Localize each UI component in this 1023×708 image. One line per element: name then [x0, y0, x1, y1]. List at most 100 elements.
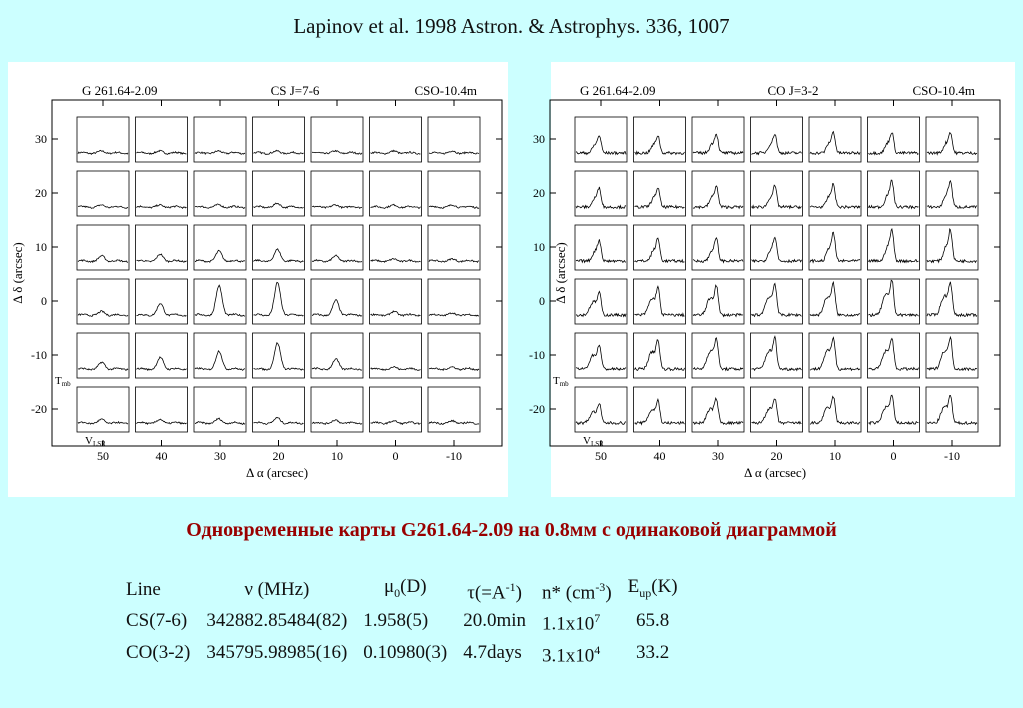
- spectrum-frame: [135, 332, 188, 379]
- spectrum-line: [194, 150, 246, 155]
- spectrum-line: [926, 335, 978, 372]
- spectrum-frame: [925, 278, 979, 325]
- spectrum-cell: [193, 332, 247, 379]
- telescope-label: CSO-10.4m: [913, 83, 975, 98]
- spectrum-line: [370, 420, 421, 426]
- spectrum-cell: [76, 224, 130, 271]
- spectrum-cell: [867, 116, 920, 163]
- spectrum-frame: [193, 224, 247, 271]
- spectrum-line: [311, 419, 363, 426]
- spectrum-cell: [633, 332, 686, 379]
- spectrum-line: [634, 398, 685, 426]
- x-tick-label: 0: [891, 449, 897, 463]
- spectrum-frame: [574, 170, 628, 217]
- spectrum-cell: [252, 386, 305, 433]
- spectrum-frame: [369, 386, 422, 433]
- cell-lifetime: 20.0min: [463, 610, 527, 632]
- spectrum-cell: [369, 386, 422, 433]
- spectrum-frame: [427, 386, 481, 433]
- spectrum-line: [809, 395, 861, 425]
- spectrum-line: [926, 228, 977, 264]
- x-tick-label: 10: [331, 449, 343, 463]
- spectrum-frame: [808, 386, 862, 433]
- y-tick-label: 30: [533, 132, 545, 146]
- x-tick-label: 50: [97, 449, 109, 463]
- spectrum-cell: [252, 332, 305, 379]
- spectrum-cell: [867, 332, 920, 379]
- spectrum-line: [77, 204, 129, 209]
- y-tick-label: 20: [35, 186, 47, 200]
- spectrum-cell: [76, 116, 130, 163]
- cell-frequency: 342882.85484(82): [206, 610, 348, 632]
- spectrum-line: [751, 335, 802, 372]
- spectrum-frame: [252, 278, 305, 325]
- source-label: G 261.64-2.09: [82, 83, 157, 98]
- x-tick-label: -10: [446, 449, 462, 463]
- table-row: CS(7-6) 342882.85484(82) 1.958(5) 20.0mi…: [118, 606, 686, 637]
- spectrum-line: [692, 337, 744, 372]
- spectrum-line: [136, 203, 187, 209]
- spectrum-cell: [574, 224, 628, 271]
- x-tick-label: 20: [771, 449, 783, 463]
- spectrum-frame: [369, 332, 422, 379]
- spectrum-line: [926, 132, 978, 156]
- spectrum-frame: [76, 116, 130, 163]
- spectrum-frame: [750, 332, 803, 379]
- spectrum-line: [926, 281, 978, 318]
- spectrum-frame: [135, 278, 188, 325]
- spectrum-frame: [76, 278, 130, 325]
- spectrum-line: [868, 227, 919, 264]
- spectrum-cell: [867, 386, 920, 433]
- x-tick-label: 30: [712, 449, 724, 463]
- spectrum-line: [927, 179, 978, 210]
- spectrum-line: [136, 356, 187, 372]
- x-axis-label: Δ α (arcsec): [246, 465, 308, 480]
- spectrum-line: [809, 231, 861, 264]
- spectrum-cell: [193, 386, 247, 433]
- spectrum-frame: [867, 224, 920, 271]
- spectrum-cell: [135, 170, 188, 217]
- spectrum-cell: [369, 332, 422, 379]
- axis-frame: [51, 99, 503, 447]
- spectrum-line: [77, 361, 129, 371]
- cell-critical-density: 3.1x104: [542, 642, 601, 666]
- spectrum-line: [428, 419, 480, 425]
- spectrum-cell: [76, 170, 130, 217]
- spectrum-frame: [925, 332, 979, 379]
- cell-dipole: 1.958(5): [363, 610, 429, 632]
- y-tick-label: 30: [35, 132, 47, 146]
- spectrum-frame: [252, 332, 305, 379]
- spectrum-frame: [750, 278, 803, 325]
- spectrum-cell: [310, 332, 364, 379]
- x-axis-label: Δ α (arcsec): [744, 465, 806, 480]
- spectrum-frame: [808, 224, 862, 271]
- cell-frequency: 345795.98985(16): [206, 641, 348, 663]
- spectrum-cell: [808, 224, 862, 271]
- spectrum-cell: [925, 224, 979, 271]
- spectrum-frame: [925, 386, 979, 433]
- x-tick-label: 30: [214, 449, 226, 463]
- transition-label: CO J=3-2: [767, 83, 818, 98]
- spectrum-cell: [574, 386, 628, 433]
- y-axis-label: Δ δ (arcsec): [10, 242, 25, 303]
- table-header-row: Line ν (MHz) μ0(D) τ(=A-1) n* (cm-3) Eup…: [118, 575, 686, 606]
- spectrum-cell: [427, 170, 481, 217]
- y-tick-label: -10: [31, 348, 47, 362]
- spectrum-frame: [310, 170, 364, 217]
- spectrum-cell: [252, 116, 305, 163]
- spectrum-line: [194, 350, 246, 371]
- spectrum-line: [253, 149, 304, 155]
- table-row: CO(3-2) 345795.98985(16) 0.10980(3) 4.7d…: [118, 638, 686, 669]
- spectrum-line: [692, 133, 744, 156]
- spectrum-line: [634, 187, 685, 210]
- spectrum-cell: [252, 224, 305, 271]
- y-tick-label: -10: [529, 348, 545, 362]
- spectrum-line: [428, 204, 480, 209]
- spectrum-cell: [867, 278, 920, 325]
- spectrum-frame: [310, 116, 364, 163]
- x-tick-label: 20: [273, 449, 285, 463]
- tmb-subscript: mb: [560, 380, 569, 388]
- spectrum-line: [77, 149, 129, 155]
- spectrum-frame: [310, 332, 364, 379]
- spectrum-cell: [574, 170, 628, 217]
